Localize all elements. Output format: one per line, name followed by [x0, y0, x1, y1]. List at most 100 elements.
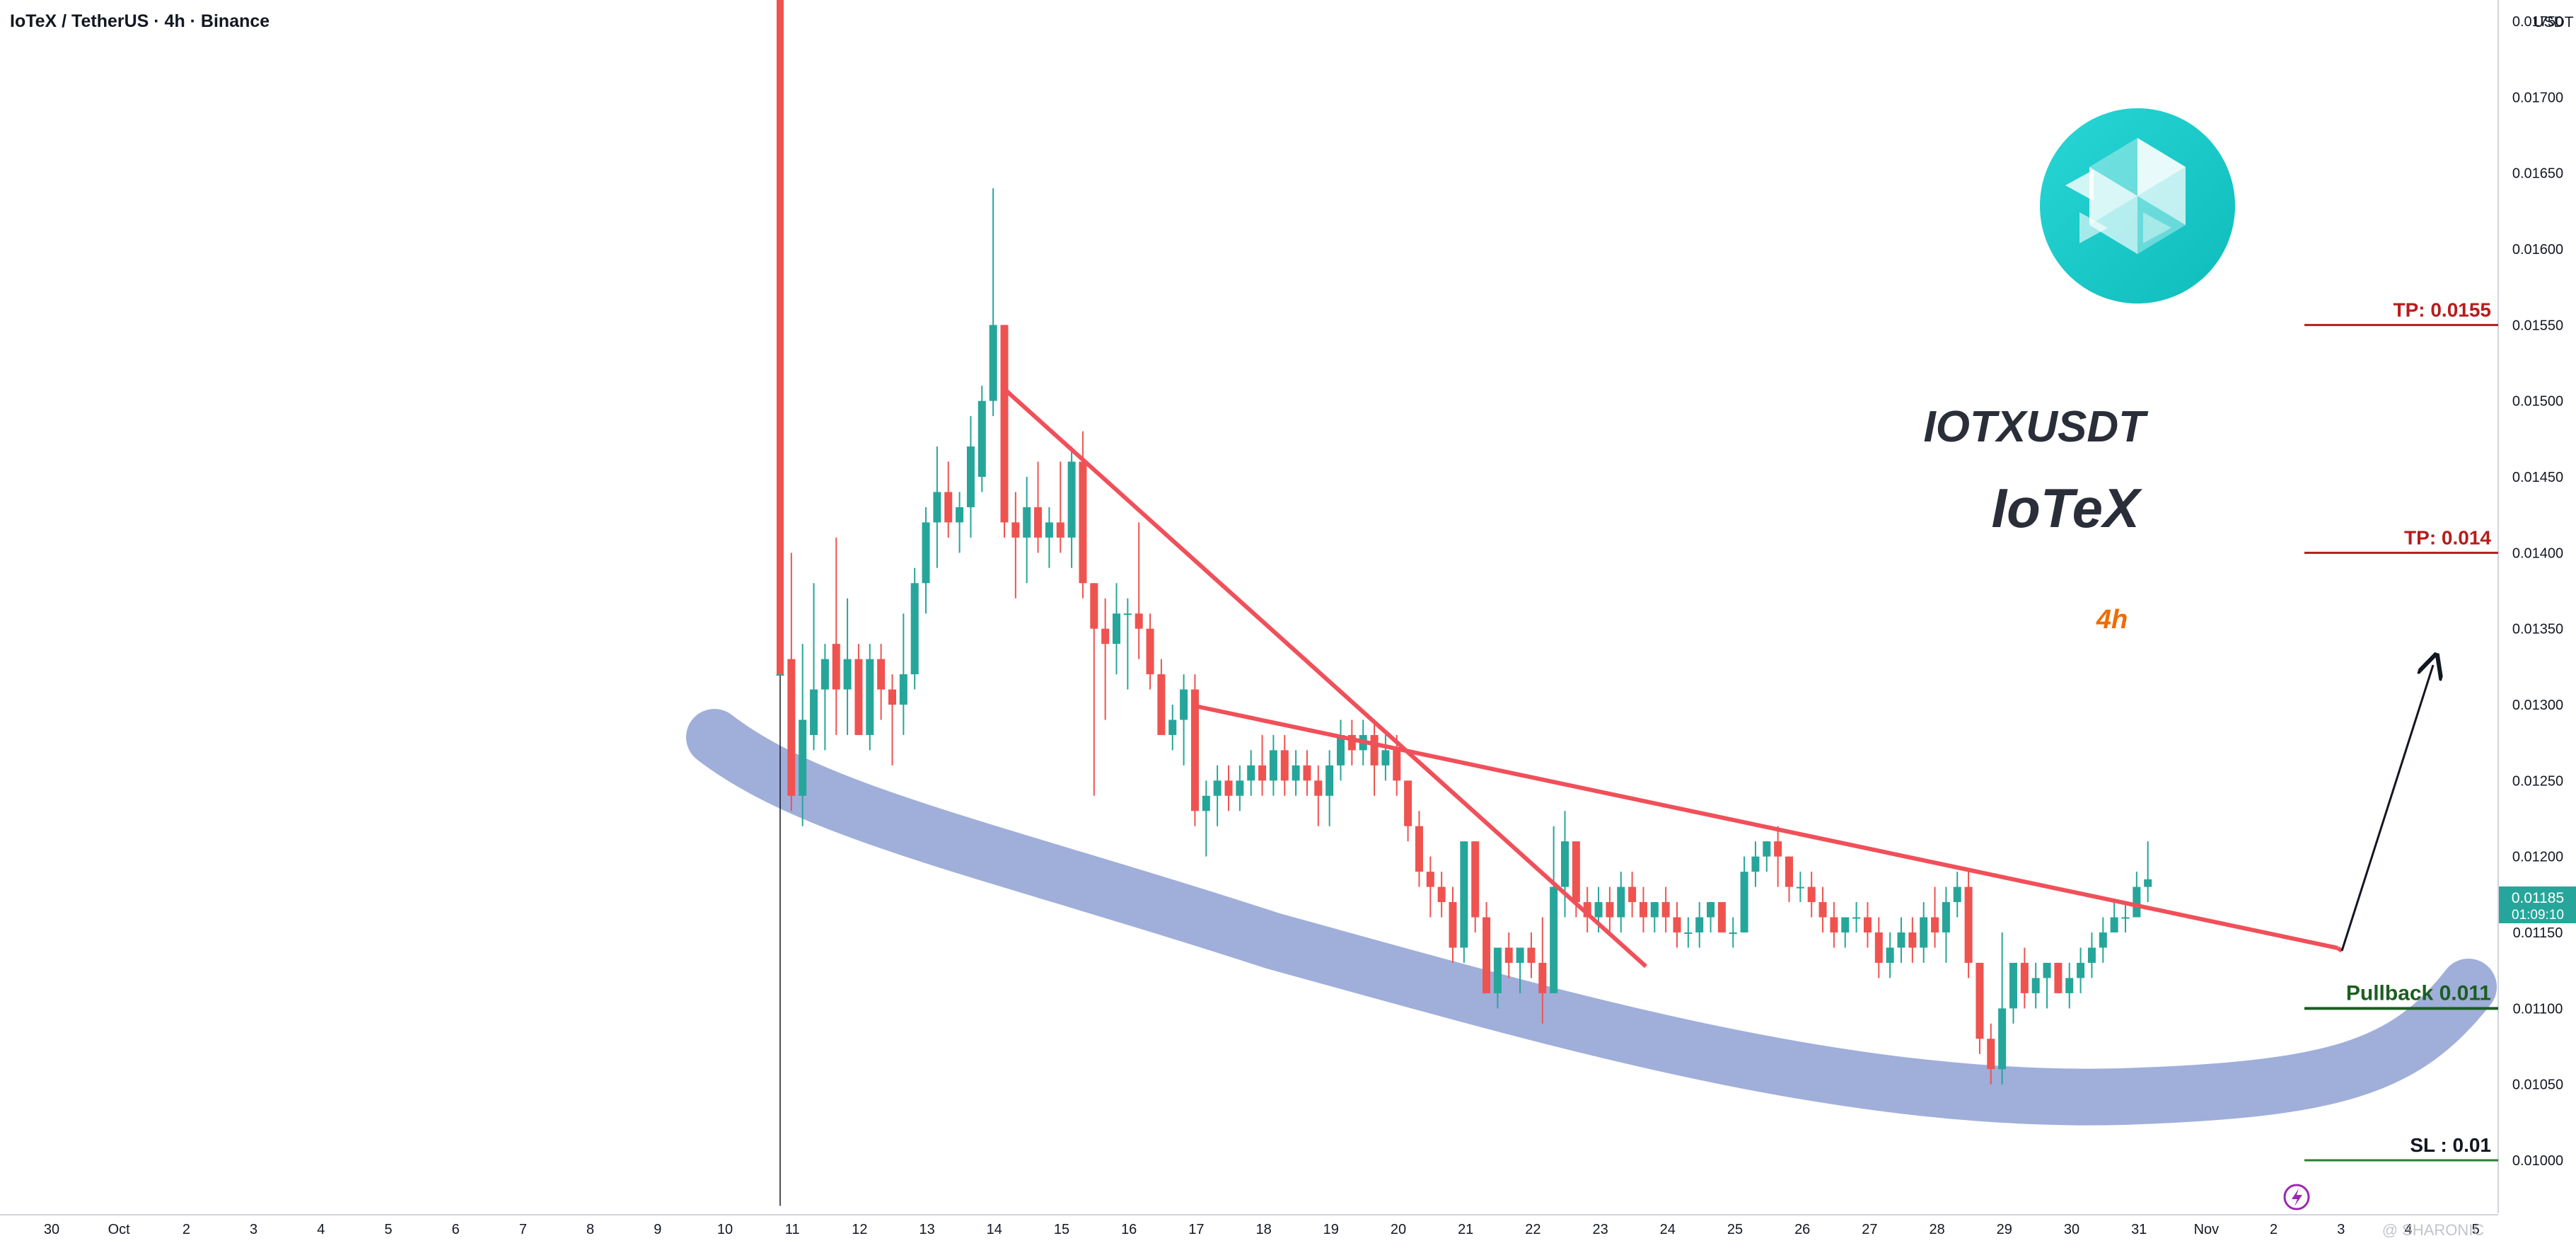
candle — [1818, 886, 1827, 932]
candle-body — [989, 325, 997, 401]
candle — [1460, 841, 1468, 963]
timeframe-label: 4h — [2096, 605, 2128, 635]
candle-body — [1426, 872, 1434, 887]
candle-body — [1684, 932, 1693, 934]
candle — [2020, 947, 2029, 1009]
time-tick-label: 23 — [1592, 1222, 1608, 1237]
candle-body — [1056, 522, 1064, 538]
candle — [866, 644, 874, 751]
time-tick-label: 16 — [1121, 1222, 1137, 1237]
candle-body — [1449, 902, 1457, 948]
candle — [843, 598, 852, 735]
time-tick-label: Nov — [2194, 1222, 2220, 1237]
candle-body — [1729, 932, 1737, 934]
price-tick-label: 0.01300 — [2512, 698, 2563, 713]
candle-body — [2043, 962, 2051, 978]
time-axis[interactable]: 30 Oct 2 3 4 5 6 7 8 9 10 11 12 13 14 15 16 17 18 19 20 21 22 2… — [44, 1222, 2480, 1237]
candle — [787, 553, 796, 811]
bar-countdown: 01:09:10 — [2512, 908, 2564, 923]
candle-body — [1045, 522, 1053, 538]
price-tick-label: 0.01750 — [2512, 14, 2563, 30]
candle-body — [1180, 689, 1188, 720]
candle — [1538, 917, 1547, 1024]
candle-body — [866, 659, 874, 735]
candle-body — [2031, 978, 2040, 993]
candle — [2121, 902, 2130, 932]
watermark-text: @ SHARONIC — [2382, 1221, 2485, 1239]
candle — [966, 416, 975, 538]
candle-body — [799, 720, 807, 796]
time-tick-label: 3 — [250, 1222, 257, 1237]
candle — [1920, 902, 1928, 963]
candle-body — [1863, 917, 1872, 932]
candle — [1987, 1023, 1995, 1085]
candle — [1000, 325, 1009, 538]
candle — [877, 644, 886, 720]
candle — [1113, 583, 1120, 675]
candle-body — [2087, 947, 2096, 963]
candle — [1090, 583, 1098, 796]
candle-body — [944, 492, 953, 523]
candle — [1404, 780, 1412, 842]
candle-body — [1650, 902, 1659, 918]
candle — [1415, 811, 1423, 887]
candle-body — [910, 583, 919, 675]
candle — [1101, 598, 1110, 720]
candle-body — [1314, 780, 1323, 796]
candle-body — [1067, 461, 1076, 538]
candle-body — [1740, 872, 1748, 932]
currency-label: USDT — [2533, 14, 2573, 30]
candle-body — [1538, 962, 1547, 993]
candle — [1269, 734, 1277, 796]
descending-trendline-steep — [1002, 386, 1648, 969]
candle — [1381, 734, 1390, 781]
candle — [1751, 841, 1760, 887]
candle-body — [1034, 507, 1043, 538]
candle — [1684, 917, 1693, 948]
candle-body — [2110, 917, 2118, 932]
candle — [1527, 932, 1536, 978]
price-tick-label: 0.01400 — [2512, 545, 2563, 561]
candle — [1717, 902, 1726, 932]
price-axis[interactable]: 0.01750 0.01700 0.01650 0.01600 0.01550 0.015… — [2512, 14, 2563, 1169]
candle — [1830, 902, 1838, 948]
candle — [977, 386, 986, 492]
candle — [2031, 962, 2040, 1009]
candle-body — [1190, 689, 1199, 811]
candle — [1796, 872, 1804, 903]
last-price-value: 0.01185 — [2512, 890, 2564, 906]
candle — [1190, 674, 1199, 826]
candle-body — [1953, 886, 1961, 903]
candle-body — [787, 659, 796, 796]
candle-body — [1774, 841, 1782, 857]
price-tick-label: 0.01350 — [2512, 622, 2563, 637]
iotex-logo — [2040, 108, 2235, 304]
candle — [1180, 674, 1188, 765]
price-tick-label: 0.01450 — [2512, 470, 2563, 485]
candle — [2054, 962, 2062, 993]
time-tick-label: 30 — [2064, 1222, 2079, 1237]
candle — [1224, 765, 1233, 811]
last-price-tag[interactable]: 0.01185 01:09:10 — [2499, 886, 2576, 923]
candle — [1393, 734, 1401, 796]
candle — [1471, 841, 1480, 932]
price-tick-label: 0.01650 — [2512, 166, 2563, 182]
candle — [799, 644, 807, 826]
candle-body — [1594, 902, 1603, 918]
candle — [1325, 750, 1334, 826]
candle-body — [1404, 780, 1412, 826]
candle — [1045, 507, 1053, 568]
candle-body — [1258, 765, 1267, 781]
symbol-label: IOTXUSDT — [1924, 403, 2149, 451]
candle-body — [1661, 902, 1670, 918]
candle — [989, 188, 997, 417]
candle — [944, 461, 953, 538]
time-tick-label: 31 — [2131, 1222, 2147, 1237]
support-band — [686, 709, 2497, 1126]
candle-body — [1381, 750, 1390, 765]
time-tick-label: 3 — [2337, 1222, 2345, 1237]
candle — [1303, 750, 1311, 796]
candle-body — [1998, 1008, 2007, 1070]
candle — [1707, 902, 1715, 932]
